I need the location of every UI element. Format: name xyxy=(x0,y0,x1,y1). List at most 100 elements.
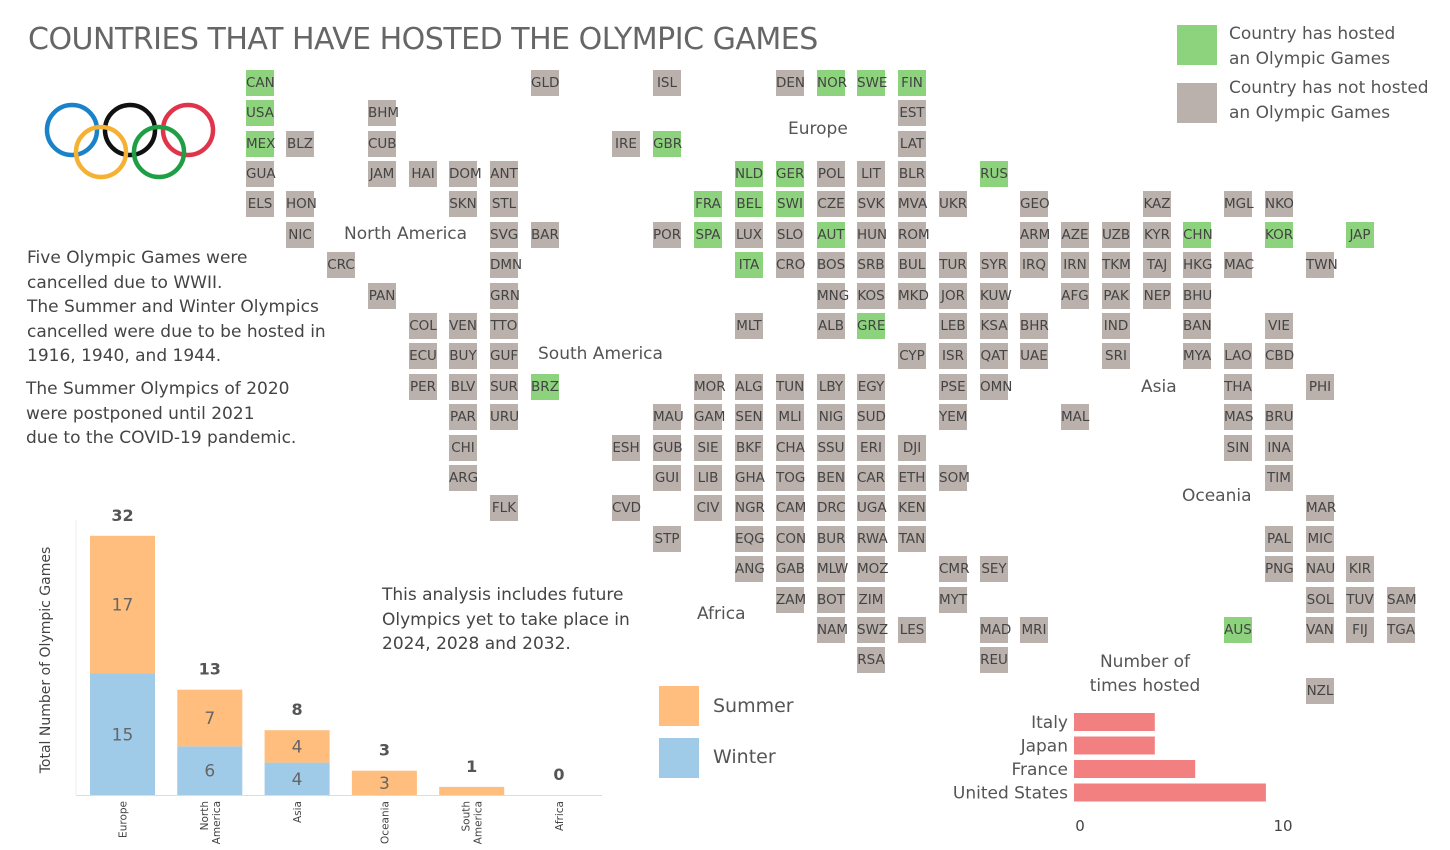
country-tile-nzl: NZL xyxy=(1306,678,1334,704)
country-tile-pak: PAK xyxy=(1102,283,1130,309)
country-tile-nau: NAU xyxy=(1306,556,1335,582)
country-tile-slo: SLO xyxy=(776,222,804,248)
hbar-label-japan: Japan xyxy=(1020,737,1068,757)
country-tile-ben: BEN xyxy=(817,465,845,491)
country-tile-tto: TTO xyxy=(490,313,518,339)
country-tile-bur: BUR xyxy=(817,526,846,552)
country-tile-mor: MOR xyxy=(694,374,726,400)
country-tile-dom: DOM xyxy=(449,161,482,187)
country-tile-uga: UGA xyxy=(857,495,887,521)
country-tile-tkm: TKM xyxy=(1102,252,1131,278)
country-tile-ven: VEN xyxy=(449,313,477,339)
country-tile-mng: MNG xyxy=(817,283,849,309)
country-tile-bru: BRU xyxy=(1265,404,1294,430)
country-tile-guf: GUF xyxy=(490,343,518,369)
country-tile-ken: KEN xyxy=(898,495,926,521)
country-tile-tog: TOG xyxy=(776,465,805,491)
country-tile-lit: LIT xyxy=(857,161,885,187)
country-tile-reu: REU xyxy=(980,647,1008,673)
country-tile-aus: AUS xyxy=(1224,617,1252,643)
bar-label-winter-europe: 15 xyxy=(112,725,134,745)
country-tile-col: COL xyxy=(409,313,437,339)
hbar-label-italy: Italy xyxy=(1031,713,1068,733)
country-tile-nig: NIG xyxy=(817,404,845,430)
country-tile-gld: GLD xyxy=(531,70,559,96)
bar-label-summer-north-america: 7 xyxy=(204,709,215,729)
country-tile-bkf: BKF xyxy=(735,435,763,461)
country-tile-esh: ESH xyxy=(612,435,640,461)
country-tile-bhm: BHM xyxy=(368,100,399,126)
country-tile-ksa: KSA xyxy=(980,313,1008,339)
country-tile-tan: TAN xyxy=(898,526,926,552)
country-tile-gre: GRE xyxy=(857,313,885,339)
country-tile-ban: BAN xyxy=(1183,313,1212,339)
x-tick-label-africa: Africa xyxy=(554,801,566,831)
country-tile-syr: SYR xyxy=(980,252,1008,278)
country-tile-con: CON xyxy=(776,526,806,552)
country-tile-twn: TWN xyxy=(1306,252,1338,278)
country-tile-car: CAR xyxy=(857,465,885,491)
country-tile-mri: MRI xyxy=(1020,617,1048,643)
country-tile-ngr: NGR xyxy=(735,495,765,521)
country-tile-mau: MAU xyxy=(653,404,684,430)
country-tile-kuw: KUW xyxy=(980,283,1012,309)
bar-label-summer-asia: 4 xyxy=(292,737,303,757)
country-tile-swe: SWE xyxy=(857,70,887,96)
hbar-x-tick-0: 0 xyxy=(1075,817,1085,835)
x-tick-label-europe: Europe xyxy=(118,801,130,838)
country-tile-moz: MOZ xyxy=(857,556,889,582)
country-tile-rwa: RWA xyxy=(857,526,888,552)
country-tile-ant: ANT xyxy=(490,161,518,187)
country-tile-rus: RUS xyxy=(980,161,1008,187)
country-tile-cmr: CMR xyxy=(939,556,969,582)
country-tile-tun: TUN xyxy=(776,374,804,400)
country-tile-bar: BAR xyxy=(531,222,559,248)
country-tile-zam: ZAM xyxy=(776,587,806,613)
bar-summer-north-america xyxy=(177,689,243,747)
x-tick-label-asia: Asia xyxy=(292,801,304,823)
region-label-south-america: South America xyxy=(538,344,663,364)
region-label-europe: Europe xyxy=(788,119,848,139)
country-tile-jor: JOR xyxy=(939,283,967,309)
country-tile-chi: CHI xyxy=(449,435,477,461)
country-tile-gub: GUB xyxy=(653,435,683,461)
country-tile-mva: MVA xyxy=(898,191,927,217)
country-tile-sol: SOL xyxy=(1306,587,1334,613)
bar-label-summer-europe: 17 xyxy=(112,596,134,616)
country-tile-civ: CIV xyxy=(694,495,722,521)
country-tile-omn: OMN xyxy=(980,374,1012,400)
country-tile-sud: SUD xyxy=(857,404,886,430)
country-tile-gbr: GBR xyxy=(653,131,682,157)
country-tile-cze: CZE xyxy=(817,191,845,217)
country-tile-tuv: TUV xyxy=(1346,587,1374,613)
country-tile-flk: FLK xyxy=(490,495,518,521)
country-tile-fra: FRA xyxy=(694,191,722,217)
country-tile-irq: IRQ xyxy=(1020,252,1048,278)
bar-summer-europe xyxy=(90,535,155,674)
country-tile-mad: MAD xyxy=(980,617,1011,643)
country-tile-lby: LBY xyxy=(817,374,845,400)
country-tile-skn: SKN xyxy=(449,191,477,217)
country-tile-mlw: MLW xyxy=(817,556,848,582)
bar-summer-south-america xyxy=(439,786,505,795)
country-tile-mic: MIC xyxy=(1306,526,1334,552)
country-tile-ina: INA xyxy=(1265,435,1293,461)
country-tile-uzb: UZB xyxy=(1102,222,1130,248)
country-tile-zim: ZIM xyxy=(857,587,885,613)
country-tile-gam: GAM xyxy=(694,404,725,430)
bar-winter-europe xyxy=(90,673,155,795)
x-tick-label-north-america: NorthAmerica xyxy=(199,801,223,844)
country-tile-crc: CRC xyxy=(327,252,355,278)
country-tile-phi: PHI xyxy=(1306,374,1334,400)
country-tile-arg: ARG xyxy=(449,465,478,491)
country-tile-mkd: MKD xyxy=(898,283,929,309)
country-tile-cha: CHA xyxy=(776,435,805,461)
bar-label-winter-asia: 4 xyxy=(292,770,303,790)
country-tile-lib: LIB xyxy=(694,465,722,491)
country-tile-sur: SUR xyxy=(490,374,518,400)
country-tile-gha: GHA xyxy=(735,465,765,491)
country-tile-cbd: CBD xyxy=(1265,343,1294,369)
bar-winter-asia xyxy=(264,762,330,795)
country-tile-uru: URU xyxy=(490,404,519,430)
